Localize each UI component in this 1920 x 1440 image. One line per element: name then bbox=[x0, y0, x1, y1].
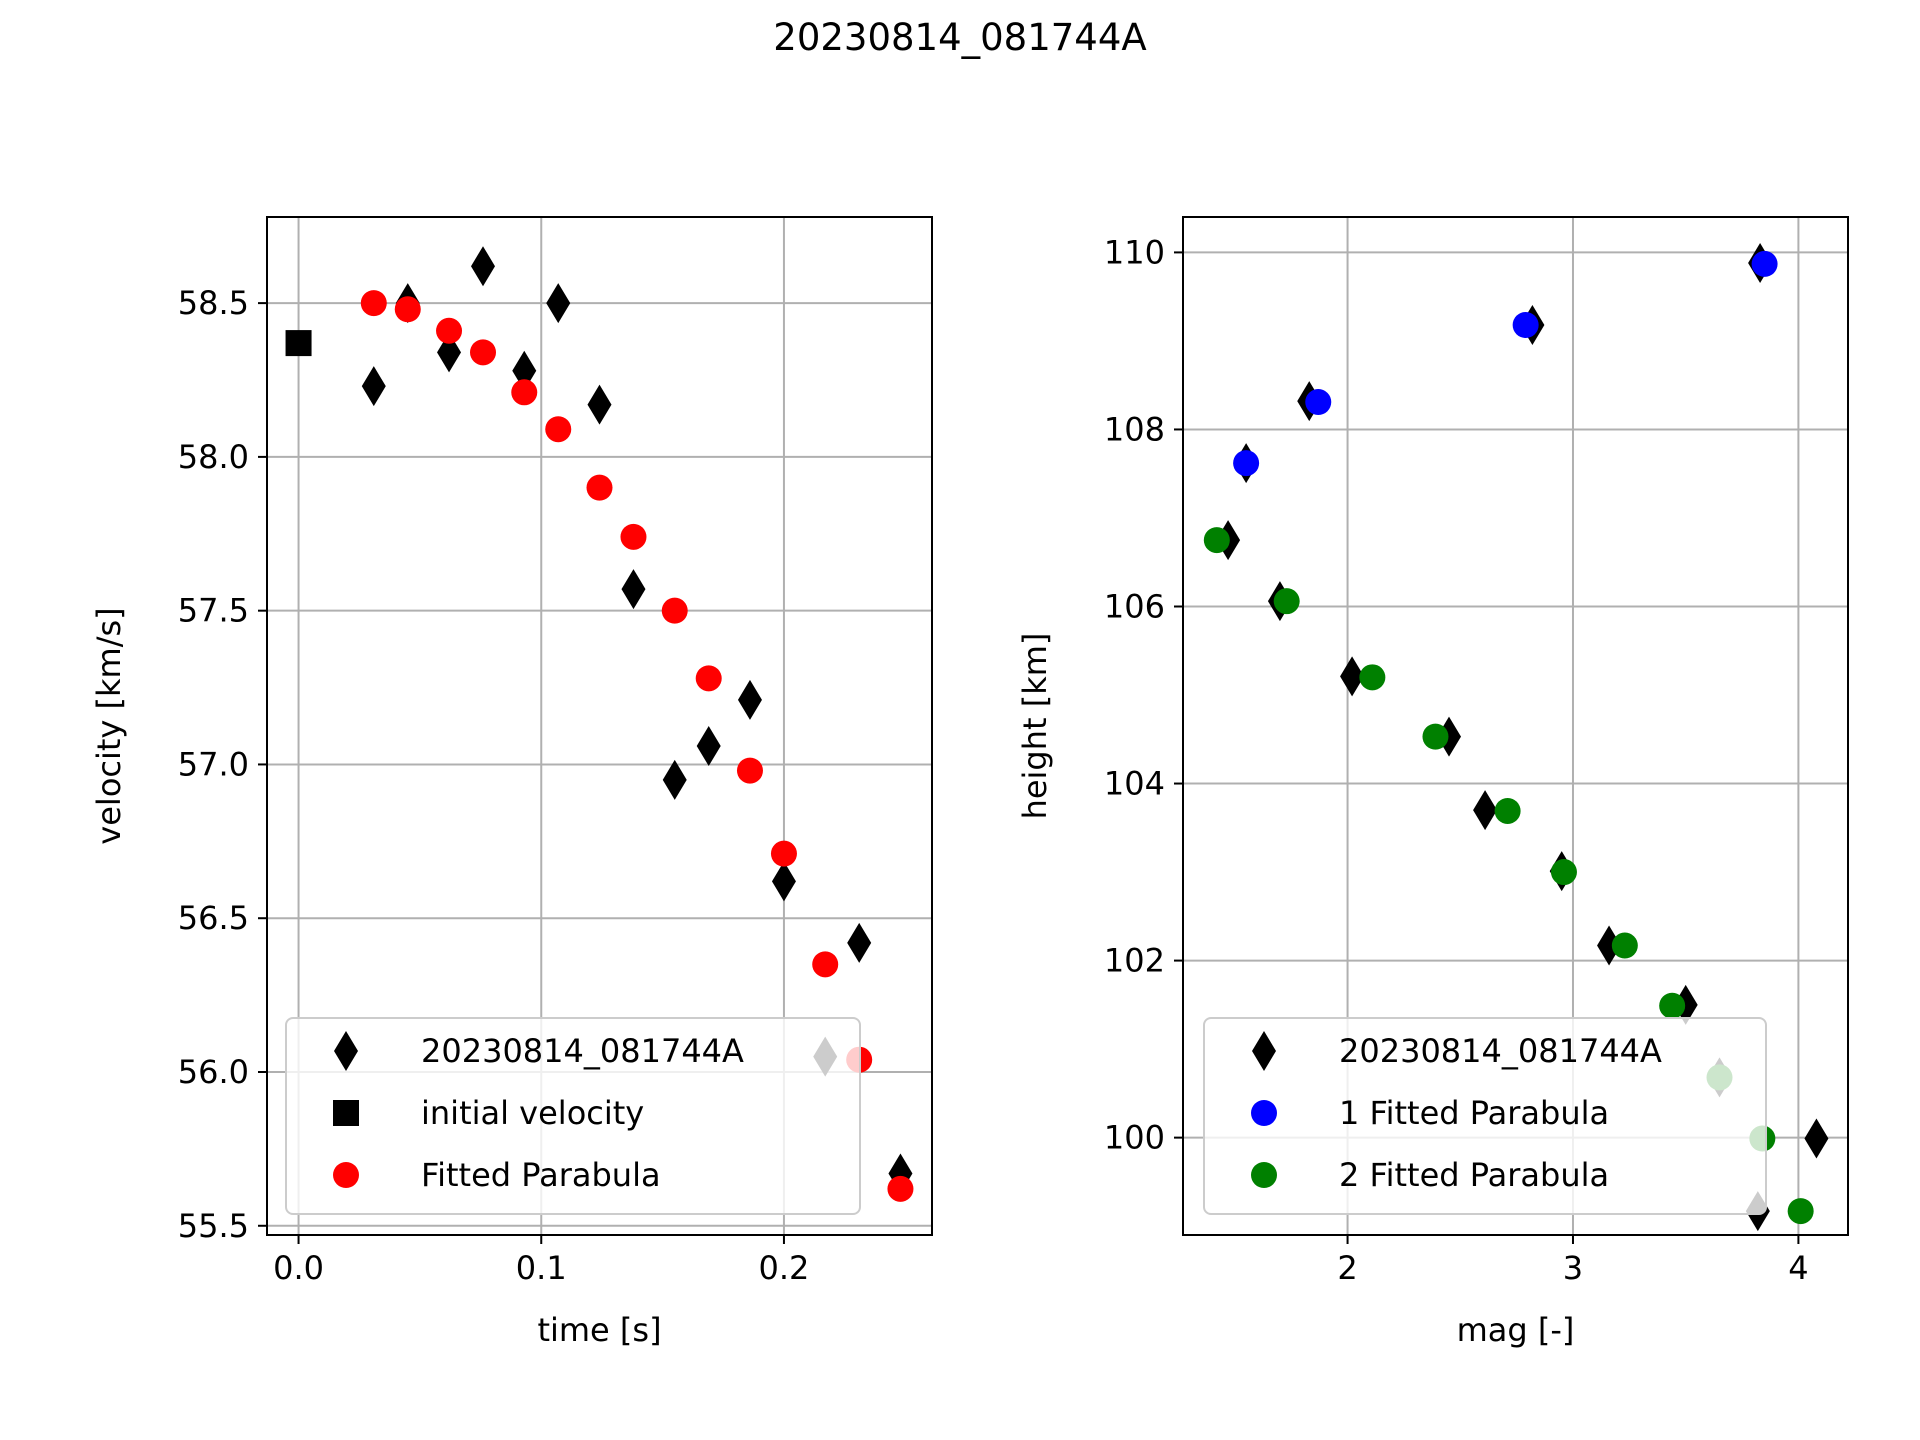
data-point-3-7 bbox=[1611, 932, 1638, 959]
x-tick-label-0: 2 bbox=[1337, 1249, 1357, 1287]
data-point-3-1 bbox=[1203, 527, 1230, 554]
data-point-3-10 bbox=[695, 665, 722, 692]
x-tick-label-1: 0.1 bbox=[516, 1249, 567, 1287]
data-point-3-3 bbox=[436, 317, 463, 344]
y-tick-label-1: 56.0 bbox=[178, 1053, 249, 1091]
data-point-1-7 bbox=[587, 384, 612, 425]
legend-label-1: 20230814_081744A bbox=[1339, 1032, 1662, 1070]
data-point-1-10 bbox=[696, 725, 721, 766]
legend-marker-2 bbox=[1251, 1100, 1277, 1126]
y-axis-label: height [km] bbox=[1016, 633, 1054, 820]
data-point-3-15 bbox=[887, 1175, 914, 1202]
data-point-1-4 bbox=[471, 246, 496, 287]
x-axis-label: time [s] bbox=[537, 1311, 661, 1349]
data-point-2-2 bbox=[1305, 389, 1332, 416]
legend-label-3: Fitted Parabula bbox=[421, 1156, 661, 1194]
data-point-3-12 bbox=[770, 840, 797, 867]
y-tick-label-0: 55.5 bbox=[178, 1207, 249, 1245]
data-point-3-8 bbox=[620, 523, 647, 550]
data-point-1-7 bbox=[1473, 790, 1498, 831]
legend-box bbox=[1203, 1017, 1767, 1215]
data-point-3-6 bbox=[1550, 859, 1577, 886]
data-point-2-4 bbox=[1751, 250, 1778, 277]
data-point-1-9 bbox=[662, 759, 687, 800]
y-tick-label-4: 57.5 bbox=[178, 592, 249, 630]
data-point-3-4 bbox=[1422, 723, 1449, 750]
data-point-1-8 bbox=[621, 569, 646, 610]
data-point-3-6 bbox=[545, 416, 572, 443]
data-point-1-1 bbox=[361, 366, 386, 407]
data-point-3-2 bbox=[1273, 588, 1300, 615]
legend: 20230814_081744A 1 Fitted Parabula 2 Fitte… bbox=[1203, 1017, 1767, 1215]
legend-marker-2 bbox=[333, 1100, 359, 1126]
data-point-3-11 bbox=[1787, 1198, 1814, 1225]
legend-box bbox=[285, 1017, 861, 1215]
data-point-2-1 bbox=[1233, 450, 1260, 477]
data-point-3-8 bbox=[1659, 992, 1686, 1019]
data-point-1-12 bbox=[771, 861, 796, 902]
data-point-3-9 bbox=[661, 597, 688, 624]
legend-label-3: 2 Fitted Parabula bbox=[1339, 1156, 1609, 1194]
y-tick-label-0: 100 bbox=[1104, 1119, 1165, 1157]
y-tick-label-6: 58.5 bbox=[178, 284, 249, 322]
y-tick-label-3: 106 bbox=[1104, 587, 1165, 625]
data-point-3-13 bbox=[812, 951, 839, 978]
legend-marker-3 bbox=[333, 1162, 359, 1188]
legend-marker-3 bbox=[1251, 1162, 1277, 1188]
figure-title: 20230814_081744A bbox=[773, 16, 1147, 59]
y-tick-label-5: 110 bbox=[1104, 233, 1165, 271]
legend-marker-1 bbox=[334, 1031, 358, 1071]
data-point-1-15 bbox=[1804, 1118, 1829, 1159]
data-point-1-14 bbox=[847, 922, 872, 963]
y-tick-label-2: 56.5 bbox=[178, 899, 249, 937]
data-point-3-5 bbox=[1494, 797, 1521, 824]
legend-label-1: 20230814_081744A bbox=[421, 1032, 744, 1070]
axes-frame bbox=[266, 216, 933, 1236]
x-tick-label-2: 4 bbox=[1788, 1249, 1808, 1287]
data-point-1-5 bbox=[1340, 656, 1365, 697]
y-tick-label-2: 104 bbox=[1104, 765, 1165, 803]
data-point-2-3 bbox=[1512, 311, 1539, 338]
legend-label-2: 1 Fitted Parabula bbox=[1339, 1094, 1609, 1132]
data-point-1-10 bbox=[1597, 925, 1622, 966]
x-axis-label: mag [-] bbox=[1457, 1311, 1575, 1349]
y-tick-label-5: 58.0 bbox=[178, 438, 249, 476]
series-2 bbox=[285, 330, 312, 357]
axes-frame bbox=[1182, 216, 1849, 1236]
panel-2: 2 3 4 100 102 104 106 108 110 mag [-] height [km] 2… bbox=[1016, 216, 1849, 1349]
y-tick-label-1: 102 bbox=[1104, 942, 1165, 980]
data-point-2-1 bbox=[285, 330, 312, 357]
data-point-3-5 bbox=[511, 379, 538, 406]
x-tick-label-2: 0.2 bbox=[759, 1249, 810, 1287]
y-tick-label-4: 108 bbox=[1104, 410, 1165, 448]
data-point-1-6 bbox=[546, 283, 571, 324]
x-tick-label-0: 0.0 bbox=[273, 1249, 324, 1287]
x-tick-label-1: 3 bbox=[1563, 1249, 1583, 1287]
data-point-3-2 bbox=[394, 296, 421, 323]
y-axis-label: velocity [km/s] bbox=[90, 607, 128, 844]
data-point-3-4 bbox=[470, 339, 497, 366]
legend-marker-1 bbox=[1252, 1031, 1276, 1071]
data-point-3-3 bbox=[1359, 664, 1386, 691]
panel-1: 0.0 0.1 0.2 55.5 56.0 56.5 57.0 57.5 58.0 58.5 tim… bbox=[90, 216, 933, 1349]
data-point-1-11 bbox=[737, 679, 762, 720]
y-tick-label-3: 57.0 bbox=[178, 745, 249, 783]
data-point-3-11 bbox=[736, 757, 763, 784]
series-2 bbox=[1233, 250, 1778, 477]
data-point-3-7 bbox=[586, 474, 613, 501]
legend-label-2: initial velocity bbox=[421, 1094, 644, 1132]
data-point-3-1 bbox=[360, 290, 387, 317]
